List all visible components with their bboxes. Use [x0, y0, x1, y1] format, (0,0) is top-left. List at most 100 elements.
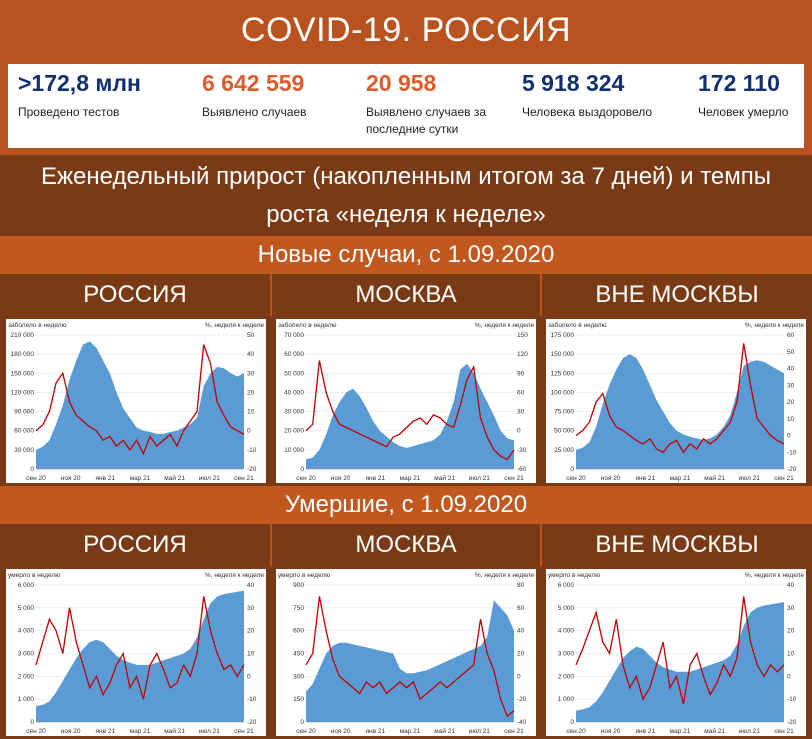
- left-tick-label: 150: [293, 696, 304, 703]
- x-tick-label: мар 21: [400, 475, 421, 482]
- right-tick-label: 150: [517, 332, 528, 339]
- left-tick-label: 3 000: [18, 651, 35, 658]
- section-deaths-title: Умершие, с 1.09.2020: [0, 486, 812, 524]
- right-tick-label: -20: [787, 466, 797, 473]
- chart-cases-russia-svg: заболело в неделю %, неделя к неделе 0 30 0…: [8, 321, 264, 482]
- left-tick-label: 6 000: [558, 582, 575, 589]
- area-series: [306, 600, 514, 722]
- stat-recovered-label: Человека выздоровело: [522, 105, 653, 119]
- right-tick-label: -20: [787, 719, 797, 726]
- stat-tests-label: Проведено тестов: [18, 105, 120, 119]
- chart-cases-russia: заболело в неделю %, неделя к неделе 0 30 0…: [6, 319, 266, 483]
- right-tick-label: 0: [247, 673, 251, 680]
- left-axis-title: умерло в неделю: [278, 572, 330, 579]
- x-tick-label: сен 21: [234, 728, 254, 735]
- left-tick-label: 0: [300, 466, 304, 473]
- stat-tests: >172,8 млн Проведено тестов: [18, 70, 141, 121]
- page-title: COVID-19. РОССИЯ: [0, 0, 812, 60]
- x-tick-label: мар 21: [670, 475, 691, 482]
- x-tick-label: ноя 20: [601, 475, 621, 482]
- right-tick-label: 30: [247, 370, 255, 377]
- right-axis-title: %, неделя к неделе: [475, 572, 534, 579]
- left-tick-label: 4 000: [558, 628, 575, 635]
- x-tick-label: ноя 20: [331, 475, 351, 482]
- stat-daily-cases-value: 20 958: [366, 70, 437, 96]
- x-tick-label: янв 21: [96, 728, 116, 735]
- x-tick-label: ноя 20: [331, 728, 351, 735]
- right-tick-label: 30: [787, 605, 795, 612]
- x-tick-label: сен 21: [234, 475, 254, 482]
- chart-cases-outside: заболело в неделю %, неделя к неделе 0 25 0…: [546, 319, 806, 483]
- right-tick-label: 50: [247, 332, 255, 339]
- right-tick-label: 40: [517, 628, 525, 635]
- stat-cases-label: Выявлено случаев: [202, 105, 307, 119]
- left-tick-label: 30 000: [14, 447, 34, 454]
- right-tick-label: 30: [247, 605, 255, 612]
- deaths-region-labels: РОССИЯ МОСКВА ВНЕ МОСКВЫ: [0, 524, 812, 566]
- left-tick-label: 5 000: [18, 605, 35, 612]
- section-cases-title: Новые случаи, с 1.09.2020: [0, 236, 812, 274]
- chart-deaths-russia: умерло в неделю %, неделя к неделе 0 1 000 2…: [6, 569, 266, 736]
- stat-deaths-label: Человек умерло: [698, 105, 789, 119]
- chart-deaths-outside: умерло в неделю %, неделя к неделе 0 1 000 2…: [546, 569, 806, 736]
- line-series: [305, 596, 515, 718]
- left-tick-label: 50 000: [554, 428, 574, 435]
- left-tick-label: 2 000: [558, 673, 575, 680]
- right-tick-label: 90: [517, 370, 525, 377]
- right-tick-label: 10: [247, 409, 255, 416]
- chart-deaths-moscow: умерло в неделю %, неделя к неделе 0 150 300…: [276, 569, 536, 736]
- chart-deaths-outside-svg: умерло в неделю %, неделя к неделе 0 1 000 2…: [548, 572, 804, 735]
- left-tick-label: 4 000: [18, 628, 35, 635]
- x-tick-label: май 21: [164, 474, 185, 482]
- x-tick-label: май 21: [434, 727, 455, 735]
- line-series: [305, 360, 515, 461]
- right-axis-title: %, неделя к неделе: [745, 572, 804, 579]
- right-tick-label: 50: [787, 349, 795, 356]
- right-tick-label: -10: [787, 449, 797, 456]
- chart-deaths-moscow-svg: умерло в неделю %, неделя к неделе 0 150 300…: [278, 572, 534, 735]
- left-tick-label: 60 000: [14, 428, 34, 435]
- left-tick-label: 210 000: [11, 332, 35, 339]
- right-tick-label: -10: [787, 696, 797, 703]
- left-tick-label: 900: [293, 582, 304, 589]
- right-tick-label: -10: [247, 447, 257, 454]
- stats-panel: >172,8 млн Проведено тестов 6 642 559 Вы…: [0, 60, 812, 152]
- cases-region-labels: РОССИЯ МОСКВА ВНЕ МОСКВЫ: [0, 274, 812, 316]
- left-tick-label: 150 000: [551, 351, 575, 358]
- right-tick-label: -30: [517, 447, 527, 454]
- line-series: [35, 596, 245, 700]
- subtitle: Еженедельный прирост (накопленным итогом…: [0, 152, 812, 236]
- x-tick-label: сен 21: [774, 728, 794, 735]
- area-series: [36, 590, 244, 722]
- x-tick-label: июл 21: [469, 475, 491, 482]
- left-tick-label: 60 000: [284, 351, 304, 358]
- left-tick-label: 2 000: [18, 673, 35, 680]
- right-tick-label: 30: [517, 409, 525, 416]
- left-axis-title: заболело в неделю: [8, 321, 67, 329]
- right-tick-label: 0: [247, 428, 251, 435]
- left-tick-label: 25 000: [554, 447, 574, 454]
- left-tick-label: 0: [570, 466, 574, 473]
- deaths-charts-row: умерло в неделю %, неделя к неделе 0 1 000 2…: [0, 566, 812, 739]
- left-tick-label: 6 000: [18, 582, 35, 589]
- right-tick-label: 60: [517, 605, 525, 612]
- right-axis-title: %, неделя к неделе: [745, 322, 804, 329]
- right-tick-label: 10: [787, 416, 795, 423]
- left-axis-title: умерло в неделю: [8, 572, 60, 579]
- chart-cases-outside-svg: заболело в неделю %, неделя к неделе 0 25 0…: [548, 321, 804, 482]
- chart-cases-moscow-svg: заболело в неделю %, неделя к неделе 0 10 0…: [278, 321, 534, 482]
- x-tick-label: ноя 20: [61, 475, 81, 482]
- x-tick-label: сен 21: [774, 475, 794, 482]
- region-label-russia: РОССИЯ: [83, 531, 187, 558]
- chart-cases-moscow: заболело в неделю %, неделя к неделе 0 10 0…: [276, 319, 536, 483]
- left-tick-label: 0: [300, 719, 304, 726]
- left-tick-label: 3 000: [558, 651, 575, 658]
- x-tick-label: ноя 20: [601, 728, 621, 735]
- x-tick-label: сен 20: [296, 475, 316, 482]
- left-tick-label: 5 000: [558, 605, 575, 612]
- left-tick-label: 10 000: [284, 447, 304, 454]
- stat-daily-cases-label: Выявлено случаев за последние сутки: [366, 105, 487, 136]
- left-axis-title: заболело в неделю: [278, 321, 337, 329]
- x-tick-label: ноя 20: [61, 728, 81, 735]
- stat-cases: 6 642 559 Выявлено случаев: [202, 70, 307, 121]
